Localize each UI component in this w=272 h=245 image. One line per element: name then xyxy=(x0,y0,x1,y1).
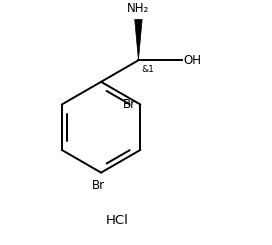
Text: NH₂: NH₂ xyxy=(127,2,150,15)
Text: Br: Br xyxy=(92,179,105,192)
Polygon shape xyxy=(135,19,142,60)
Text: HCl: HCl xyxy=(106,214,129,227)
Text: &1: &1 xyxy=(141,65,154,74)
Text: OH: OH xyxy=(183,54,201,67)
Text: Br: Br xyxy=(123,98,136,111)
